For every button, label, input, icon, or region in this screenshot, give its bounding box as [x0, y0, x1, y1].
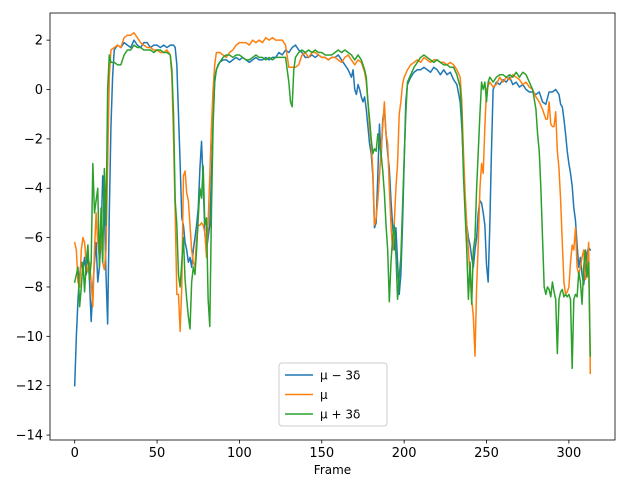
x-tick-label: 50 [149, 446, 166, 461]
series-group [73, 32, 592, 387]
series-line-3 [73, 44, 592, 370]
y-tick-label: −8 [24, 280, 43, 295]
x-tick-label: 250 [474, 446, 499, 461]
y-tick-label: −10 [16, 330, 43, 345]
legend: μ − 3δ μ μ + 3δ [278, 362, 388, 427]
x-tick-label: 200 [392, 446, 417, 461]
x-axis-label: Frame [314, 463, 351, 477]
y-tick-label: 0 [35, 83, 43, 98]
y-tick-label: −6 [24, 231, 43, 246]
y-tick-label: −14 [16, 429, 43, 444]
y-tick-label: −2 [24, 132, 43, 147]
x-tick-label: 150 [309, 446, 334, 461]
x-tick-label: 0 [71, 446, 79, 461]
plot-area [73, 32, 592, 387]
y-tick-label: 2 [35, 34, 43, 49]
y-tick-label: −12 [16, 379, 43, 394]
legend-box [278, 362, 388, 427]
axes: 0 50 100 150 200 250 300 2 0 −2 −4 −6 −8 −10 −12 −14 [16, 12, 616, 461]
legend-label-3: μ + 3δ [320, 408, 360, 422]
series-line-1 [73, 39, 592, 387]
legend-label-2: μ [320, 388, 328, 402]
y-tick-label: −4 [24, 182, 43, 197]
axes-frame [49, 12, 616, 441]
x-tick-label: 100 [227, 446, 252, 461]
legend-label-1: μ − 3δ [320, 369, 360, 383]
x-tick-label: 300 [556, 446, 581, 461]
